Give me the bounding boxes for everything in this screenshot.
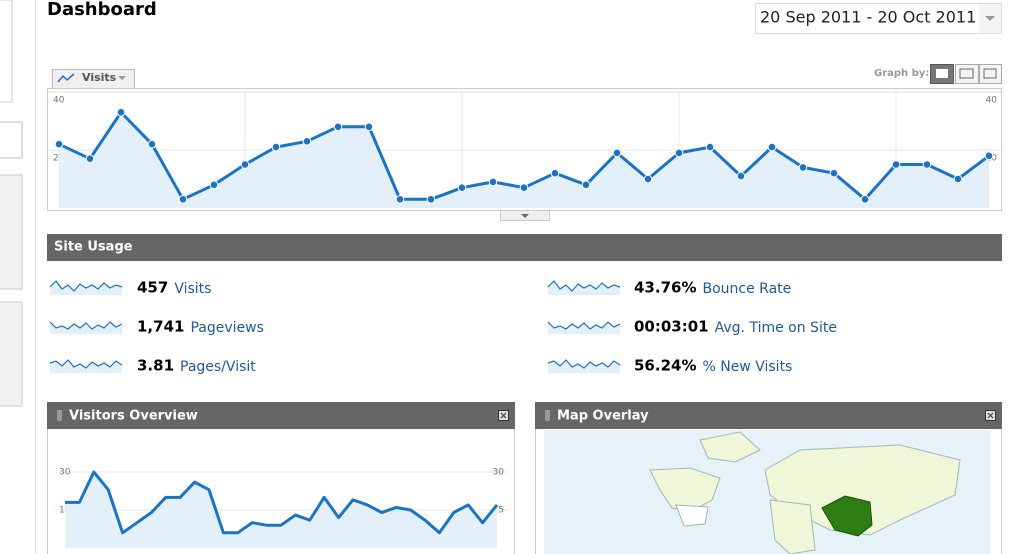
metric-label[interactable]: Visits bbox=[174, 281, 211, 297]
graph-by-week[interactable] bbox=[955, 64, 979, 84]
collapse-arrow bbox=[521, 214, 529, 218]
data-point bbox=[271, 142, 281, 152]
icon bbox=[959, 68, 974, 79]
sparkline bbox=[547, 280, 621, 292]
sidebar-box[interactable] bbox=[0, 301, 23, 407]
data-point bbox=[643, 174, 653, 184]
map-land bbox=[769, 499, 816, 554]
map-title: Map Overlay bbox=[557, 409, 649, 424]
visitors-header bbox=[47, 402, 515, 429]
metric-value: 457 bbox=[137, 279, 168, 297]
data-point bbox=[488, 177, 498, 187]
close-icon bbox=[500, 412, 507, 419]
data-point bbox=[302, 137, 312, 146]
y-tick-label: 15 bbox=[493, 506, 504, 516]
map-header bbox=[535, 402, 1002, 429]
metric-value: 43.76% bbox=[634, 279, 696, 297]
sparkline bbox=[49, 359, 123, 369]
data-point bbox=[767, 142, 777, 152]
y-tick-label: 30 bbox=[59, 468, 71, 478]
metric-value: 3.81 bbox=[137, 357, 174, 375]
data-point bbox=[364, 122, 374, 132]
sparkline bbox=[547, 359, 621, 369]
data-point bbox=[333, 122, 343, 132]
data-point bbox=[984, 151, 994, 161]
data-point bbox=[705, 142, 715, 152]
data-point bbox=[612, 148, 622, 158]
drag-handle[interactable] bbox=[545, 410, 550, 421]
data-point bbox=[953, 174, 963, 184]
map-land bbox=[649, 467, 721, 513]
icon bbox=[936, 69, 948, 78]
y-tick-label: 30 bbox=[493, 468, 505, 478]
data-point bbox=[829, 168, 839, 178]
sparkline bbox=[547, 321, 621, 330]
data-point bbox=[209, 180, 219, 190]
map-country[interactable] bbox=[821, 495, 873, 537]
tab-arrow bbox=[118, 76, 126, 80]
metric-label[interactable]: Avg. Time on Site bbox=[715, 320, 837, 336]
data-point bbox=[922, 160, 932, 169]
visitors-title: Visitors Overview bbox=[69, 409, 198, 424]
icon bbox=[983, 68, 997, 79]
metric-label[interactable]: % New Visits bbox=[702, 359, 792, 375]
graph-by-month[interactable] bbox=[979, 64, 1002, 84]
line bbox=[65, 470, 499, 535]
data-point bbox=[116, 108, 126, 117]
sidebar-box[interactable] bbox=[0, 174, 23, 290]
sparkline-area bbox=[50, 322, 122, 334]
data-point bbox=[519, 183, 529, 192]
metrics: 457 Visits 1,741 Pageviews 3.81 Pages/Visit 43… bbox=[49, 279, 837, 375]
metric-label[interactable]: Pages/Visit bbox=[180, 359, 256, 375]
metric-value: 56.24% bbox=[634, 357, 696, 375]
metric-label[interactable]: Bounce Rate bbox=[702, 281, 791, 297]
data-point bbox=[581, 180, 591, 190]
dropdown-arrow bbox=[985, 16, 995, 21]
map-land bbox=[675, 504, 709, 527]
line-icon bbox=[57, 73, 75, 83]
date-picker[interactable] bbox=[755, 3, 1002, 34]
map-land bbox=[699, 431, 761, 463]
sparkline bbox=[49, 280, 123, 292]
page-title: Dashboard bbox=[47, 0, 157, 20]
drag-handle[interactable] bbox=[57, 410, 62, 421]
y-tick-label: 40 bbox=[986, 96, 998, 106]
data-point bbox=[457, 183, 467, 192]
metric-value: 00:03:01 bbox=[634, 318, 709, 336]
data-point bbox=[147, 139, 157, 149]
y-tick-label: 40 bbox=[53, 96, 65, 106]
data-point bbox=[860, 195, 870, 204]
site-usage-header bbox=[47, 234, 1002, 261]
metric-tab-label: Visits bbox=[82, 71, 117, 84]
data-point bbox=[550, 168, 560, 178]
area bbox=[59, 112, 989, 208]
metric-value: 1,741 bbox=[137, 318, 184, 336]
data-point bbox=[85, 154, 95, 163]
area bbox=[65, 472, 497, 548]
site-usage-title: Site Usage bbox=[54, 240, 133, 255]
visitors-chart: 15 15 30 30 bbox=[54, 468, 508, 548]
y-tick-label: 15 bbox=[59, 506, 70, 516]
data-point bbox=[54, 139, 64, 149]
y-tick-label: 20 bbox=[53, 154, 65, 164]
sparkline bbox=[49, 321, 123, 330]
date-range: 20 Sep 2011 - 20 Oct 2011 bbox=[760, 8, 976, 27]
sparkline-area bbox=[548, 322, 620, 334]
main-chart: 2020404026 Sep3 Oct10 Oct17 Oct bbox=[48, 91, 1001, 208]
data-point bbox=[178, 195, 188, 204]
graph-by-label: Graph by: bbox=[874, 68, 929, 79]
metric-label[interactable]: Pageviews bbox=[190, 320, 263, 336]
sidebar-box[interactable] bbox=[0, 121, 23, 159]
data-point bbox=[674, 148, 684, 158]
data-point bbox=[798, 163, 808, 172]
data-point bbox=[426, 195, 436, 204]
sidebar-box bbox=[0, 0, 13, 103]
data-point bbox=[240, 160, 250, 169]
close-icon bbox=[987, 412, 994, 419]
data-point bbox=[395, 195, 405, 204]
data-point bbox=[736, 171, 746, 181]
data-point bbox=[891, 160, 901, 169]
